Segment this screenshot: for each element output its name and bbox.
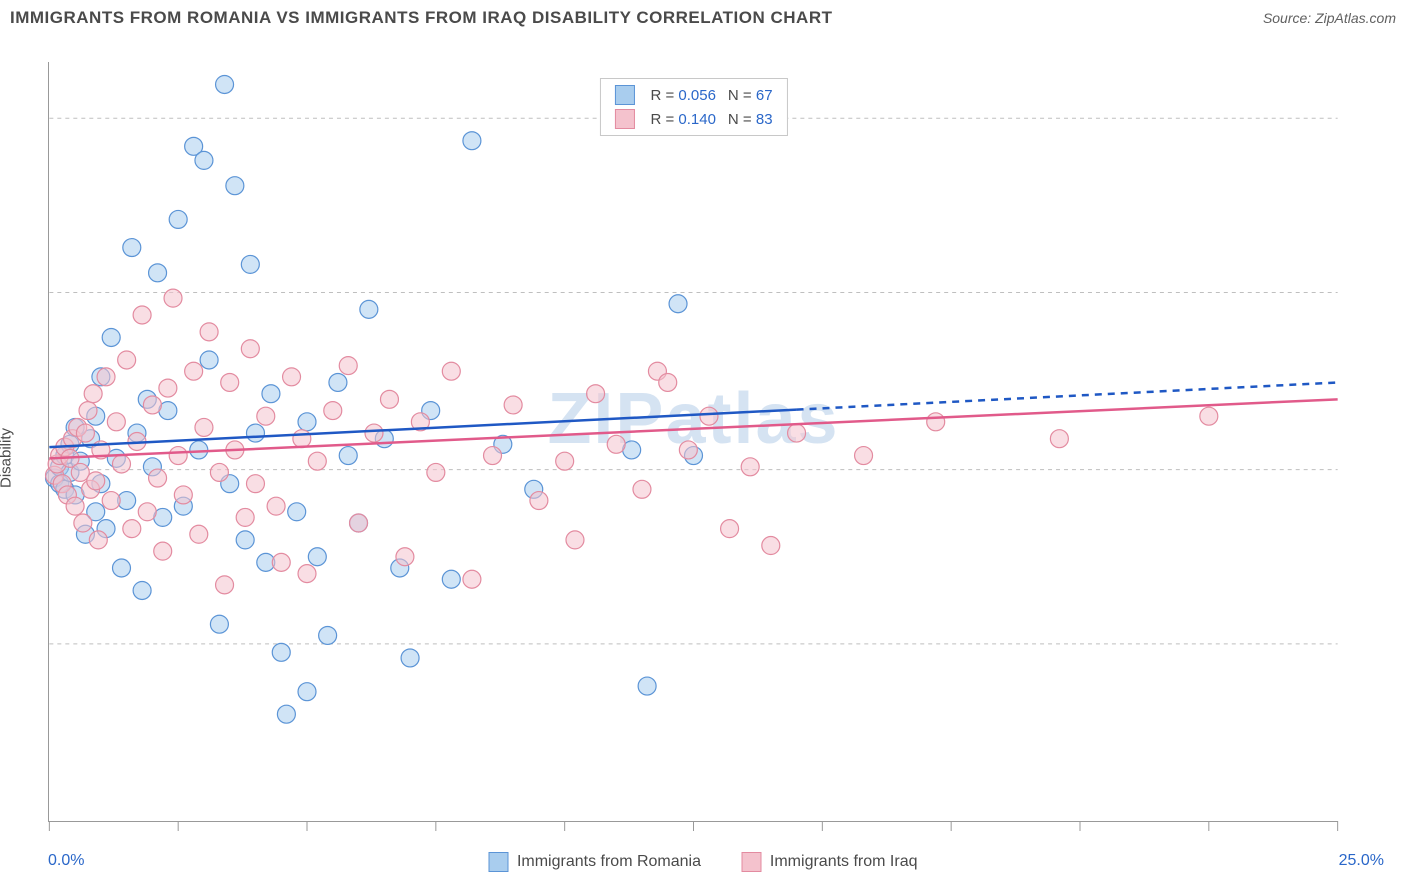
x-axis-start: 0.0% xyxy=(48,852,84,870)
legend-item: Immigrants from Iraq xyxy=(741,853,917,870)
r-value: 0.056 xyxy=(678,87,716,104)
r-label: R = xyxy=(650,87,674,104)
plot-area: ZIPatlas R = 0.056 N = 67 R = 0.140 N = … xyxy=(48,62,1338,822)
series-label: Immigrants from Romania xyxy=(517,853,701,870)
swatch-icon xyxy=(489,852,509,872)
legend-series: Immigrants from Romania Immigrants from … xyxy=(471,852,936,872)
n-value: 83 xyxy=(756,111,773,128)
y-axis-label: Disability xyxy=(0,428,15,488)
legend-item: Immigrants from Romania xyxy=(489,853,706,870)
legend-stats-row: R = 0.140 N = 83 xyxy=(608,107,778,131)
n-label: N = xyxy=(728,111,752,128)
r-value: 0.140 xyxy=(678,111,716,128)
x-axis-end: 25.0% xyxy=(1339,852,1384,870)
legend-stats-row: R = 0.056 N = 67 xyxy=(608,83,778,107)
series-label: Immigrants from Iraq xyxy=(770,853,918,870)
swatch-icon xyxy=(614,85,634,105)
swatch-icon xyxy=(741,852,761,872)
plot-container: Disability ZIPatlas R = 0.056 N = 67 R =… xyxy=(10,44,1396,872)
source-label: Source: ZipAtlas.com xyxy=(1263,10,1396,26)
swatch-icon xyxy=(614,109,634,129)
scatter-chart xyxy=(49,62,1338,821)
n-label: N = xyxy=(728,87,752,104)
chart-title: IMMIGRANTS FROM ROMANIA VS IMMIGRANTS FR… xyxy=(10,8,832,27)
legend-stats: R = 0.056 N = 67 R = 0.140 N = 83 xyxy=(599,78,787,136)
r-label: R = xyxy=(650,111,674,128)
n-value: 67 xyxy=(756,87,773,104)
